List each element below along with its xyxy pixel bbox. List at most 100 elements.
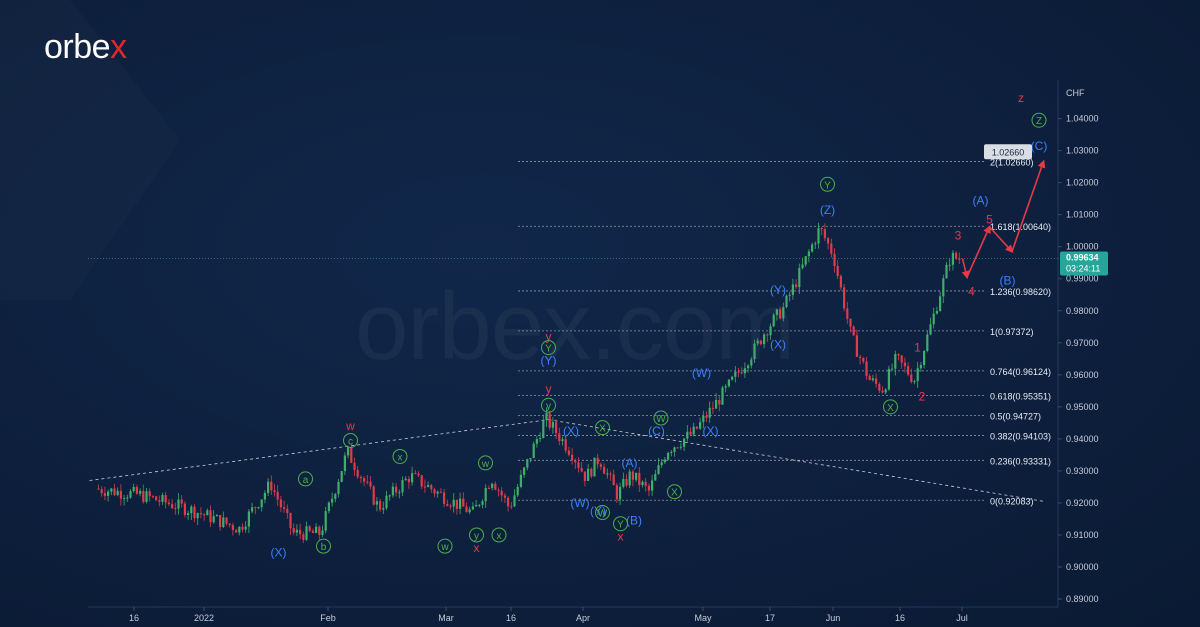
wave-label: W [656, 414, 666, 425]
candle-down [638, 472, 641, 486]
candle-down [254, 507, 257, 509]
candle-up [523, 467, 526, 475]
candle-up [196, 513, 199, 519]
wave-label: w [440, 542, 449, 553]
candle-up [321, 530, 324, 535]
candle-down [270, 481, 273, 491]
candle-up [375, 501, 378, 505]
candle-up [692, 426, 695, 435]
candle-down [318, 526, 321, 535]
candle-down [836, 265, 839, 277]
target-callout-box [984, 144, 1032, 160]
wave-label-circle [595, 505, 610, 521]
candle-up [411, 473, 414, 483]
candle-down [135, 486, 138, 494]
candle-up [657, 465, 660, 474]
candle-up [257, 507, 260, 509]
candle-down [97, 488, 100, 490]
candle-up [817, 228, 820, 244]
wave-label-circle [343, 432, 358, 448]
candle-down [171, 504, 174, 509]
wave-label: (X) [703, 424, 719, 438]
candle-down [433, 489, 436, 494]
candle-down [615, 485, 618, 500]
candle-up [884, 389, 887, 393]
candle-down [676, 447, 679, 449]
price-tick-label: 0.95000 [1066, 402, 1099, 412]
candle-up [545, 412, 548, 421]
candle-up [215, 515, 218, 517]
fib-level-label: 1(0.97372) [990, 327, 1034, 337]
candle-up [471, 506, 474, 510]
candle-down [903, 362, 906, 367]
candle-up [132, 486, 135, 492]
candle-down [167, 502, 170, 505]
wave-label: W [598, 509, 608, 520]
wave-label: (A) [622, 456, 638, 470]
candle-down [500, 490, 503, 496]
candle-down [395, 486, 398, 493]
candle-up [491, 483, 494, 489]
candle-down [289, 513, 292, 529]
time-tick-label: Apr [576, 613, 590, 623]
candle-up [212, 516, 215, 523]
candle-down [276, 491, 279, 500]
candle-up [699, 422, 702, 429]
candle-up [673, 447, 676, 452]
candle-up [139, 490, 142, 494]
candle-up [785, 295, 788, 308]
candle-down [228, 523, 231, 525]
candle-down [510, 506, 513, 508]
candle-up [606, 473, 609, 475]
wave-label: y [474, 531, 479, 542]
candle-down [647, 485, 650, 491]
time-tick-label: Mar [438, 613, 454, 623]
candle-up [305, 526, 308, 540]
candle-up [622, 478, 625, 487]
time-tick-label: Feb [320, 613, 336, 623]
candle-down [241, 526, 244, 530]
wave-label: (Y) [541, 353, 557, 367]
candle-down [180, 499, 183, 504]
projection-arrow [1011, 159, 1046, 252]
candle-down [423, 486, 426, 488]
projection-arrow [988, 226, 1014, 254]
candle-down [503, 495, 506, 498]
candle-down [596, 457, 599, 465]
time-tick-label: 16 [506, 613, 516, 623]
wave-label-circle [316, 538, 331, 554]
price-tick-label: 0.91000 [1066, 530, 1099, 540]
target-callout-label: 1.02660 [992, 147, 1025, 157]
candle-up [116, 490, 119, 496]
wave-label: b [321, 542, 327, 553]
wave-label: X [599, 424, 606, 435]
candle-up [683, 438, 686, 447]
wave-label: Y [824, 180, 831, 191]
candle-down [363, 478, 366, 482]
candle-down [359, 476, 362, 479]
candle-up [635, 472, 638, 480]
candle-up [324, 511, 327, 531]
wave-label: (C) [1031, 139, 1048, 153]
candle-down [558, 433, 561, 442]
candle-up [478, 504, 481, 506]
price-tick-label: 0.90000 [1066, 562, 1099, 572]
candle-up [667, 452, 670, 460]
candle-down [859, 356, 862, 358]
wave-label-circle [491, 527, 507, 543]
candle-up [651, 480, 654, 491]
candle-up [347, 447, 350, 456]
candle-up [327, 502, 330, 512]
candle-up [398, 492, 401, 494]
candle-down [193, 506, 196, 519]
candle-down [958, 258, 961, 260]
candle-up [244, 526, 247, 530]
candle-up [686, 431, 689, 439]
wave-label: x [474, 541, 480, 555]
wave-label: (B) [1000, 273, 1016, 287]
candle-up [923, 350, 926, 365]
price-axis-unit: CHF [1066, 88, 1085, 98]
wave-label: z [1018, 91, 1024, 105]
candle-down [955, 252, 958, 259]
candle-up [436, 491, 439, 494]
